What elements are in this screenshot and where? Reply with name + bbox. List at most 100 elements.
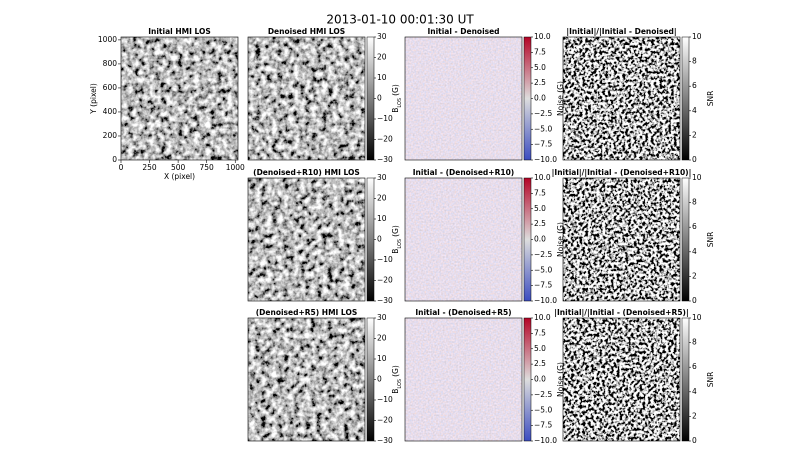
- x-tick-label: 1000: [226, 163, 245, 172]
- colorbar-tick-label: 4: [692, 387, 697, 396]
- colorbar-tick-label: −10: [377, 255, 393, 264]
- x-tick-label: 250: [142, 163, 157, 172]
- colorbar: [681, 317, 690, 442]
- colorbar-tick-label: 2: [692, 411, 697, 420]
- colorbar-tick-label: 10: [692, 313, 702, 322]
- colorbar-tick-label: 5.0: [534, 344, 546, 353]
- colorbar-tick-label: −20: [377, 135, 393, 144]
- colorbar-tick-label: 0.0: [534, 235, 546, 244]
- colorbar-tick-label: 8: [692, 57, 697, 66]
- colorbar: [366, 177, 375, 302]
- colorbar-label-part: SNR: [706, 232, 715, 248]
- colorbar-label-part: Noise (G): [556, 81, 565, 116]
- panel-title: Denoised HMI LOS: [268, 27, 345, 36]
- colorbar-tick-label: 10.0: [534, 32, 551, 41]
- colorbar-tick-label: −20: [377, 276, 393, 285]
- colorbar-tick-label: 0.0: [534, 94, 546, 103]
- x-tick-label: 750: [200, 163, 215, 172]
- colorbar-tick-label: −7.5: [534, 140, 552, 149]
- image-frame: [404, 317, 523, 442]
- colorbar-tick-label: 0: [377, 94, 382, 103]
- image: [563, 318, 680, 441]
- colorbar-tick-label: 20: [377, 334, 387, 343]
- colorbar-tick-label: 10: [377, 354, 387, 363]
- colorbar-tick-label: −5.0: [534, 405, 552, 414]
- panel-title: (Denoised+R10) HMI LOS: [253, 168, 360, 177]
- x-tick-label: 500: [171, 163, 186, 172]
- colorbar: [523, 36, 532, 161]
- panel-title: Initial - Denoised: [427, 27, 499, 36]
- colorbar-tick-label: 2.5: [534, 219, 546, 228]
- image: [248, 178, 365, 301]
- colorbar-tick-label: 30: [377, 32, 387, 41]
- image-frame: [404, 36, 523, 161]
- colorbar-tick-label: 20: [377, 53, 387, 62]
- colorbar-tick-label: 8: [692, 338, 697, 347]
- colorbar-tick-label: 7.5: [534, 328, 546, 337]
- colorbar-tick-label: 0: [377, 375, 382, 384]
- image: [405, 178, 522, 301]
- colorbar-tick-label: 4: [692, 106, 697, 115]
- colorbar-label: SNR: [706, 232, 715, 248]
- colorbar-label-part: SNR: [706, 91, 715, 107]
- colorbar: [523, 317, 532, 442]
- colorbar-label: BLOS (G): [391, 84, 403, 113]
- colorbar: [523, 177, 532, 302]
- colorbar-tick-label: 7.5: [534, 188, 546, 197]
- colorbar-label-part: (G): [391, 84, 400, 96]
- colorbar-tick-label: 0: [692, 436, 697, 445]
- y-tick-label: 400: [103, 107, 118, 116]
- colorbar-tick-label: 5.0: [534, 63, 546, 72]
- colorbar-tick-label: 10: [377, 73, 387, 82]
- y-tick-label: 0: [112, 155, 117, 164]
- image: [405, 37, 522, 160]
- image: [248, 318, 365, 441]
- panel-title: Initial - (Denoised+R5): [415, 308, 511, 317]
- colorbar-label: BLOS (G): [391, 225, 403, 254]
- colorbar-tick-label: −30: [377, 296, 393, 305]
- colorbar-label: SNR: [706, 91, 715, 107]
- figure-title: 2013-01-10 00:01:30 UT: [326, 13, 474, 27]
- colorbar-tick-label: 0: [377, 235, 382, 244]
- panel-title: (Denoised+R5) HMI LOS: [256, 308, 357, 317]
- colorbar-tick-label: 10: [377, 214, 387, 223]
- colorbar-tick-label: −7.5: [534, 421, 552, 430]
- colorbar-label: Noise (G): [556, 222, 565, 257]
- colorbar-tick-label: −10.0: [534, 436, 557, 445]
- colorbar-label-part: LOS: [397, 98, 403, 108]
- colorbar-tick-label: 2: [692, 130, 697, 139]
- colorbar-tick-label: 10.0: [534, 313, 551, 322]
- image-frame: [247, 36, 366, 161]
- colorbar-label-part: Noise (G): [556, 222, 565, 257]
- colorbar-tick-label: 0.0: [534, 375, 546, 384]
- image: [405, 318, 522, 441]
- image-frame: [247, 177, 366, 302]
- y-tick-label: 200: [103, 131, 118, 140]
- image: [563, 37, 680, 160]
- image-frame: [562, 36, 681, 161]
- colorbar: [366, 317, 375, 442]
- colorbar-tick-label: 2: [692, 271, 697, 280]
- panel-title: |Initial|/|Initial - (Denoised+R10)|: [552, 168, 692, 178]
- image: [248, 37, 365, 160]
- y-axis-label: Y (pixel): [89, 83, 98, 115]
- colorbar-tick-label: 7.5: [534, 47, 546, 56]
- colorbar-label-part: (G): [391, 225, 400, 237]
- image: [563, 178, 680, 301]
- colorbar-tick-label: −30: [377, 155, 393, 164]
- colorbar-tick-label: −5.0: [534, 124, 552, 133]
- colorbar-tick-label: 6: [692, 81, 697, 90]
- colorbar-label-part: LOS: [397, 379, 403, 389]
- y-tick-label: 600: [103, 83, 118, 92]
- image: [121, 37, 238, 160]
- image-frame: [562, 177, 681, 302]
- y-tick-label: 1000: [98, 35, 117, 44]
- colorbar-label-part: B: [391, 108, 400, 113]
- colorbar-tick-label: −10: [377, 395, 393, 404]
- image-frame: [120, 36, 239, 161]
- colorbar-tick-label: −2.5: [534, 250, 552, 259]
- colorbar-label: Noise (G): [556, 81, 565, 116]
- x-axis-label: X (pixel): [164, 172, 195, 181]
- image-frame: [404, 177, 523, 302]
